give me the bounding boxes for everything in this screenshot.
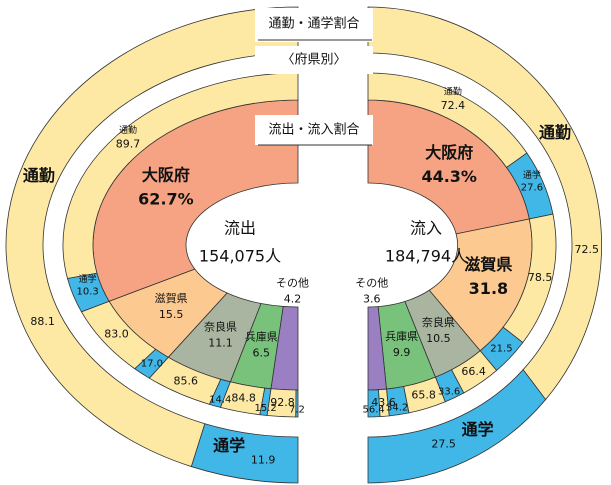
school-tag: 通学 <box>79 273 97 285</box>
school-value: 33.6 <box>438 387 460 398</box>
school-arc <box>295 389 299 418</box>
value-label: 3.6 <box>363 292 381 305</box>
overall-school-arc <box>190 423 299 484</box>
center-label: 流入 <box>410 219 442 238</box>
school-arc <box>367 389 381 418</box>
category-label: 大阪府 <box>142 165 190 184</box>
overall-school-tag: 通学 <box>462 420 494 439</box>
value-label: 10.5 <box>426 332 451 345</box>
overall-school-tag: 通学 <box>213 436 245 455</box>
subtitle: 〈府県別〉 <box>281 53 346 68</box>
commute-value: 72.4 <box>441 99 466 112</box>
school-value: 27.6 <box>521 182 543 193</box>
category-label: 滋賀県 <box>155 292 188 305</box>
overall-commute-tag: 通勤 <box>23 166 55 185</box>
value-label: 44.3% <box>421 167 477 186</box>
school-value: 21.5 <box>490 343 512 354</box>
overall-school-value: 27.5 <box>431 437 456 450</box>
center-label: 流出 <box>224 219 256 238</box>
header-box <box>255 46 373 74</box>
school-value: 14.4 <box>209 394 231 405</box>
commute-tag: 通勤 <box>444 86 462 98</box>
category-label: 奈良県 <box>422 315 455 329</box>
commute-value: 66.4 <box>461 365 486 378</box>
commute-value: 78.5 <box>528 271 553 284</box>
overall-commute-value: 72.5 <box>574 243 599 256</box>
category-label: 兵庫県 <box>245 330 278 344</box>
value-label: 62.7% <box>138 189 194 208</box>
center-total: 154,075人 <box>199 247 281 266</box>
school-value: 15.2 <box>255 403 277 414</box>
category-label: 兵庫県 <box>385 329 418 343</box>
school-value: 7.2 <box>289 404 305 415</box>
school-value: 34.2 <box>386 402 408 413</box>
center-total: 184,794人 <box>385 247 467 266</box>
value-label: 4.2 <box>284 292 302 305</box>
title: 通勤・通学割合 <box>268 16 359 32</box>
school-value: 10.3 <box>77 286 99 297</box>
school-tag: 通学 <box>523 169 541 181</box>
commute-tag: 通勤 <box>119 124 137 136</box>
category-label: 大阪府 <box>425 143 473 162</box>
school-value: 56.4 <box>362 404 384 415</box>
header-box <box>255 8 373 42</box>
header-box <box>255 115 373 145</box>
commute-value: 65.8 <box>411 388 436 401</box>
inner-title: 流出・流入割合 <box>268 122 359 138</box>
overall-commute-value: 88.1 <box>30 315 55 328</box>
commute-value: 85.6 <box>173 374 198 387</box>
value-label: 15.5 <box>159 308 184 321</box>
commute-value: 92.8 <box>270 396 295 409</box>
overall-school-arc <box>367 369 547 484</box>
commute-value: 84.8 <box>231 392 256 405</box>
category-label: 奈良県 <box>204 319 237 333</box>
commute-value: 43.6 <box>371 396 396 409</box>
value-label: 6.5 <box>252 347 270 360</box>
commute-value: 83.0 <box>104 328 129 341</box>
value-label: 9.9 <box>393 346 411 359</box>
value-label: 31.8 <box>469 279 508 298</box>
category-label: その他 <box>276 276 309 289</box>
overall-school-value: 11.9 <box>251 453 276 466</box>
commute-value: 89.7 <box>116 137 141 150</box>
overall-commute-tag: 通勤 <box>539 123 571 142</box>
category-label: 滋賀県 <box>464 255 512 274</box>
value-label: 11.1 <box>208 336 233 349</box>
rings <box>5 6 602 484</box>
school-value: 17.0 <box>141 359 163 370</box>
category-label: その他 <box>355 276 388 289</box>
